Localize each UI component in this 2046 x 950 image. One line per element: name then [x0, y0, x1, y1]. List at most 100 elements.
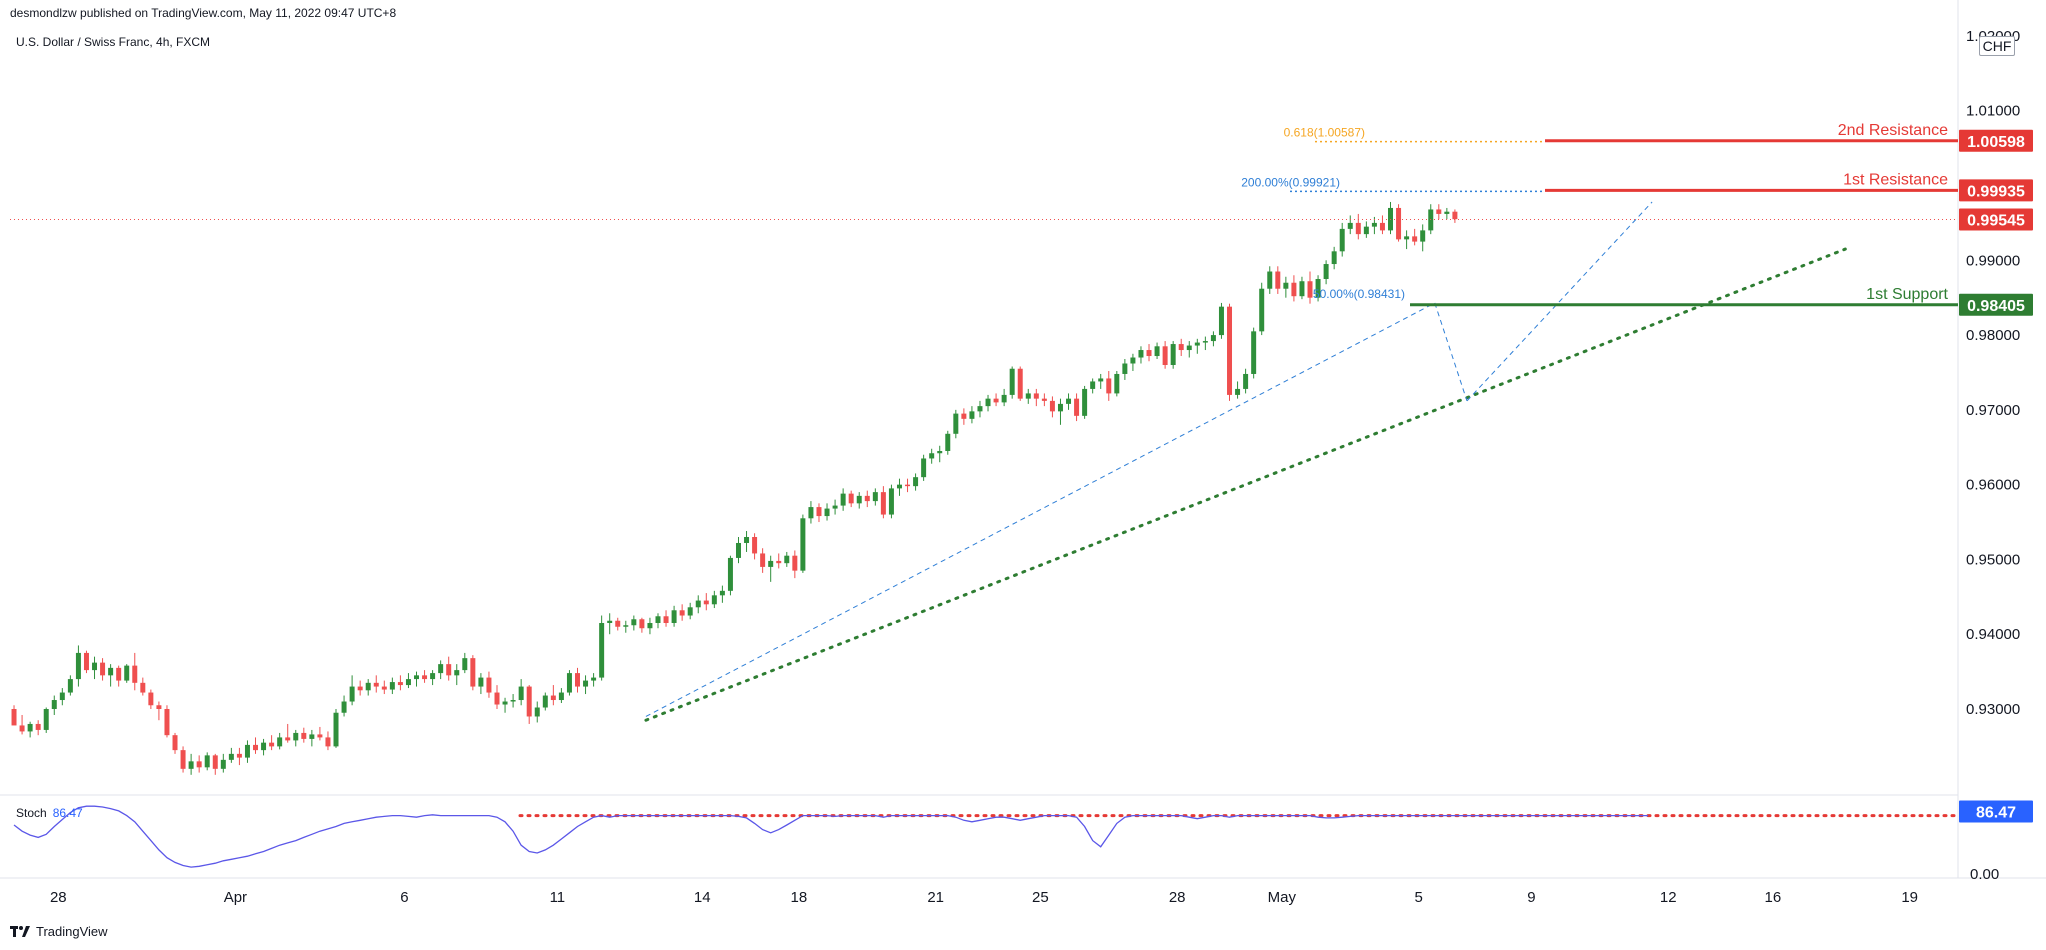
candle-body	[1025, 393, 1031, 399]
stoch-legend-value: 86.47	[52, 806, 83, 820]
candle-body	[760, 553, 766, 567]
candle-body	[687, 607, 693, 616]
stochastic-pane: 86.47	[13, 800, 2033, 868]
symbol-title: U.S. Dollar / Swiss Franc, 4h, FXCM	[16, 35, 211, 49]
fib-level-label: 0.618(1.00587)	[1284, 126, 1365, 140]
currency-label[interactable]: CHF	[1979, 36, 2015, 56]
candle-body	[454, 670, 460, 676]
x-tick-label: 28	[50, 889, 67, 906]
candle-body	[438, 664, 444, 674]
candle-body	[671, 610, 677, 623]
y-tick-label: 0.94000	[1966, 626, 2020, 643]
candle-body	[679, 610, 685, 616]
x-tick-label: 9	[1527, 889, 1535, 906]
candle-body	[1444, 211, 1450, 214]
candle-body	[502, 701, 508, 705]
candle-body	[156, 705, 162, 709]
candle-body	[526, 686, 532, 717]
candle-body	[373, 682, 379, 687]
candle-body	[1452, 211, 1458, 220]
candle-body	[277, 737, 283, 747]
candle-body	[1251, 331, 1257, 374]
level-lines: 0.618(1.00587) 200.00%(0.99921) 50.00%(0.9…	[10, 122, 2033, 316]
candle-body	[1355, 222, 1361, 235]
level-price-tag-text: 0.99935	[1967, 183, 2025, 200]
publisher-header: desmondlzw published on TradingView.com,…	[10, 6, 397, 20]
candle-body	[1436, 209, 1442, 214]
time-axis[interactable]: 28 Apr 6 11 14 18 21 25 28 May 5 9 12 19 16	[50, 889, 1918, 906]
candle-body	[301, 732, 307, 739]
candle-body	[1347, 222, 1353, 229]
candle-body	[1178, 344, 1184, 351]
candle-body	[566, 673, 572, 693]
candle-body	[309, 734, 315, 739]
candle-body	[1363, 226, 1369, 235]
uptrend-line	[644, 247, 1847, 722]
candle-body	[945, 433, 951, 451]
candle-body	[1106, 378, 1112, 394]
candle-body	[864, 495, 870, 502]
candle-body	[478, 677, 484, 687]
tradingview-brand[interactable]: TradingView	[10, 924, 108, 939]
candle-body	[896, 484, 902, 489]
candle-body	[1323, 264, 1329, 279]
candle-body	[365, 682, 371, 691]
candle-body	[83, 652, 89, 671]
candle-body	[647, 622, 653, 629]
y-tick-label: 0.93000	[1966, 701, 2020, 718]
candle-body	[236, 753, 242, 758]
candle-body	[317, 734, 323, 738]
candle-body	[381, 686, 387, 690]
candle-body	[422, 675, 428, 680]
candle-body	[1194, 342, 1200, 346]
y-tick-label: 1.01000	[1966, 103, 2020, 120]
candle-body	[1138, 350, 1144, 358]
candle-body	[325, 737, 331, 747]
candle-body	[518, 686, 524, 701]
tradingview-logo-icon	[10, 925, 30, 937]
candle-body	[220, 759, 226, 769]
candle-body	[1243, 373, 1249, 389]
x-tick-label: 14	[694, 889, 711, 906]
candle-body	[35, 723, 41, 730]
candle-body	[1017, 368, 1023, 399]
fib-level-label: 200.00%(0.99921)	[1241, 175, 1340, 189]
candle-body	[108, 667, 114, 676]
level-name: 1st Resistance	[1843, 171, 1948, 188]
candle-body	[188, 761, 194, 769]
candle-body	[888, 488, 894, 515]
current-price-tag	[1959, 208, 2033, 231]
candle-body	[397, 682, 403, 686]
candle-body	[116, 667, 122, 681]
x-tick-label: 25	[1032, 889, 1049, 906]
current-price-tag-text: 0.99545	[1967, 213, 2025, 230]
candle-body	[357, 686, 363, 691]
candle-body	[349, 686, 355, 702]
candle-body	[333, 712, 339, 747]
candle-body	[1396, 207, 1402, 240]
candle-body	[953, 413, 959, 434]
candle-body	[43, 708, 49, 730]
candle-body	[631, 619, 637, 626]
candle-body	[735, 542, 741, 558]
x-tick-label: 5	[1415, 889, 1423, 906]
candle-body	[768, 560, 774, 567]
candle-body	[832, 505, 838, 509]
candle-body	[1098, 378, 1104, 382]
candle-body	[615, 620, 621, 627]
candle-body	[623, 625, 629, 627]
candle-body	[1082, 388, 1088, 416]
x-tick-label: 6	[400, 889, 408, 906]
candle-body	[1259, 288, 1265, 332]
candle-body	[550, 695, 556, 701]
candle-body	[1146, 350, 1152, 357]
candle-body	[655, 616, 661, 623]
candle-body	[856, 495, 862, 504]
price-axis[interactable]: 1.020001.010001.000000.990000.980000.970…	[1966, 28, 2020, 883]
candle-body	[1379, 222, 1385, 231]
candle-body	[1291, 282, 1297, 297]
candle-body	[244, 744, 250, 758]
y-tick-label: 0.95000	[1966, 551, 2020, 568]
candle-body	[212, 755, 218, 769]
